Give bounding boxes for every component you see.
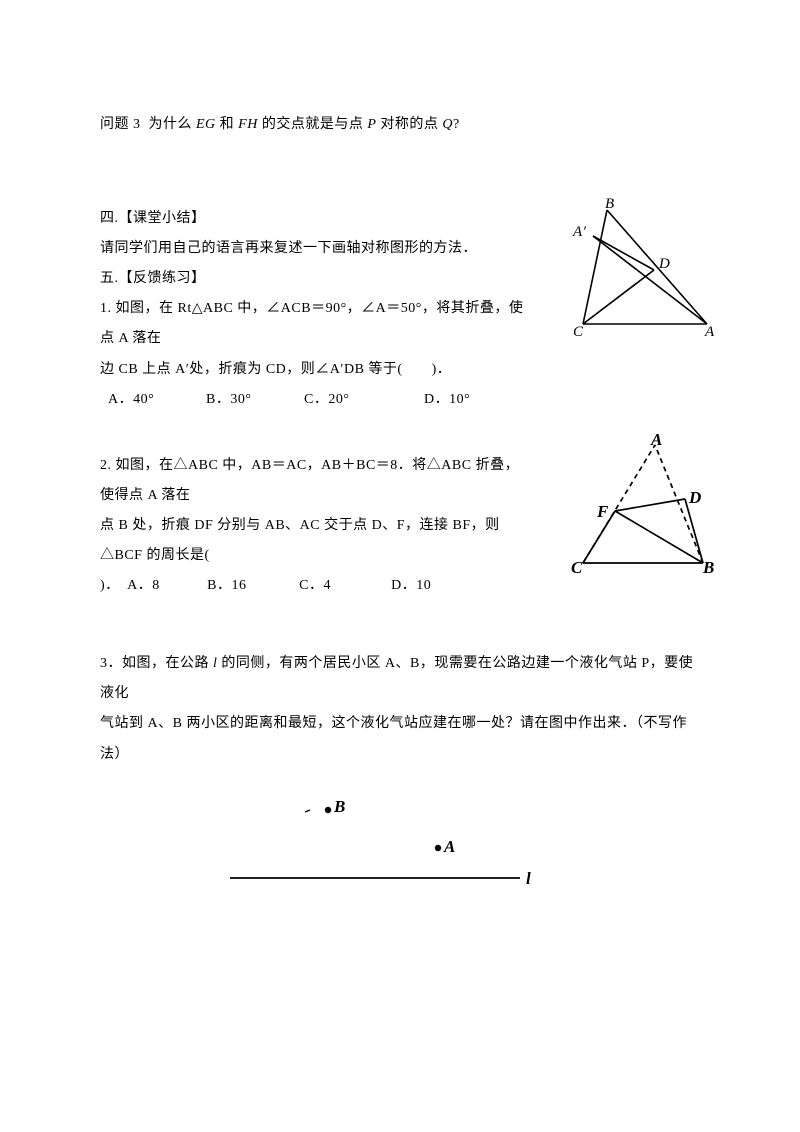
svg-text:B: B [605, 196, 615, 212]
q3-eg: EG [196, 117, 216, 132]
p1-optB: B．30° [206, 385, 304, 415]
svg-text:B: B [702, 558, 715, 577]
q3-t5: ? [453, 117, 460, 132]
q3-q: Q [442, 117, 453, 132]
p2-line2: 点 B 处，折痕 DF 分别与 AB、AC 交于点 D、F，连接 BF，则△BC… [100, 511, 525, 571]
question-3: 问题 3 为什么 EG 和 FH 的交点就是与点 P 对称的点 Q? [100, 110, 705, 140]
svg-text:D: D [688, 488, 702, 507]
p1-line1: 1. 如图，在 Rt△ABC 中，∠ACB＝90°，∠A＝50°，将其折叠，使点… [100, 294, 535, 354]
p2-line1: 2. 如图，在△ABC 中，AB＝AC，AB＋BC＝8．将△ABC 折叠，使得点… [100, 451, 525, 511]
q3-t3: 的交点就是与点 [258, 117, 368, 132]
p1-optC: C．20° [304, 385, 424, 415]
section-4-block: 四.【课堂小结】 请同学们用自己的语言再来复述一下画轴对称图形的方法． 五.【反… [100, 204, 705, 415]
figure-3: B A l [100, 788, 705, 908]
p3-l1a: 3．如图，在公路 [100, 656, 213, 671]
svg-text:A: A [704, 324, 715, 340]
svg-text:A′: A′ [572, 224, 587, 240]
svg-text:A: A [443, 837, 456, 856]
q3-fh: FH [238, 117, 258, 132]
p1-options: A．40°B．30°C．20°D．10° [100, 385, 705, 415]
section-4-heading: 四.【课堂小结】 [100, 204, 535, 234]
q3-t2: 和 [216, 117, 239, 132]
p2-line3: )． A．8B．16C．4D．10 [100, 571, 525, 601]
figure-1: B A′ D C A [555, 196, 725, 358]
svg-text:F: F [596, 502, 609, 521]
problem-3-block: 3．如图，在公路 l 的同侧，有两个居民小区 A、B，现需要在公路边建一个液化气… [100, 649, 705, 907]
section-4-line: 请同学们用自己的语言再来复述一下画轴对称图形的方法． [100, 234, 535, 264]
q3-t4: 对称的点 [376, 117, 442, 132]
p2-optA: A．8 [127, 571, 207, 601]
section-5-heading: 五.【反馈练习】 [100, 264, 535, 294]
p3-line1: 3．如图，在公路 l 的同侧，有两个居民小区 A、B，现需要在公路边建一个液化气… [100, 649, 705, 709]
q3-t1: 为什么 [149, 117, 197, 132]
svg-text:D: D [658, 256, 670, 272]
p2-optB: B．16 [207, 571, 299, 601]
p1-line2: 边 CB 上点 A′处，折痕为 CD，则∠A′DB 等于( )． [100, 355, 535, 385]
svg-text:A: A [650, 433, 663, 449]
figure-2: A D F C B [555, 433, 735, 595]
p1-optD: D．10° [424, 385, 470, 415]
problem-2-block: 2. 如图，在△ABC 中，AB＝AC，AB＋BC＝8．将△ABC 折叠，使得点… [100, 451, 705, 601]
p2-line3-prefix: )． [100, 578, 127, 593]
q3-label: 问题 3 [100, 117, 141, 132]
svg-text:l: l [526, 869, 531, 888]
p1-optA: A．40° [108, 385, 206, 415]
p3-line2: 气站到 A、B 两小区的距离和最短，这个液化气站应建在哪一处？请在图中作出来．（… [100, 709, 705, 769]
svg-text:C: C [571, 558, 583, 577]
svg-text:B: B [333, 797, 346, 816]
p2-optC: C．4 [299, 571, 391, 601]
svg-text:C: C [573, 324, 584, 340]
p2-optD: D．10 [391, 578, 431, 593]
